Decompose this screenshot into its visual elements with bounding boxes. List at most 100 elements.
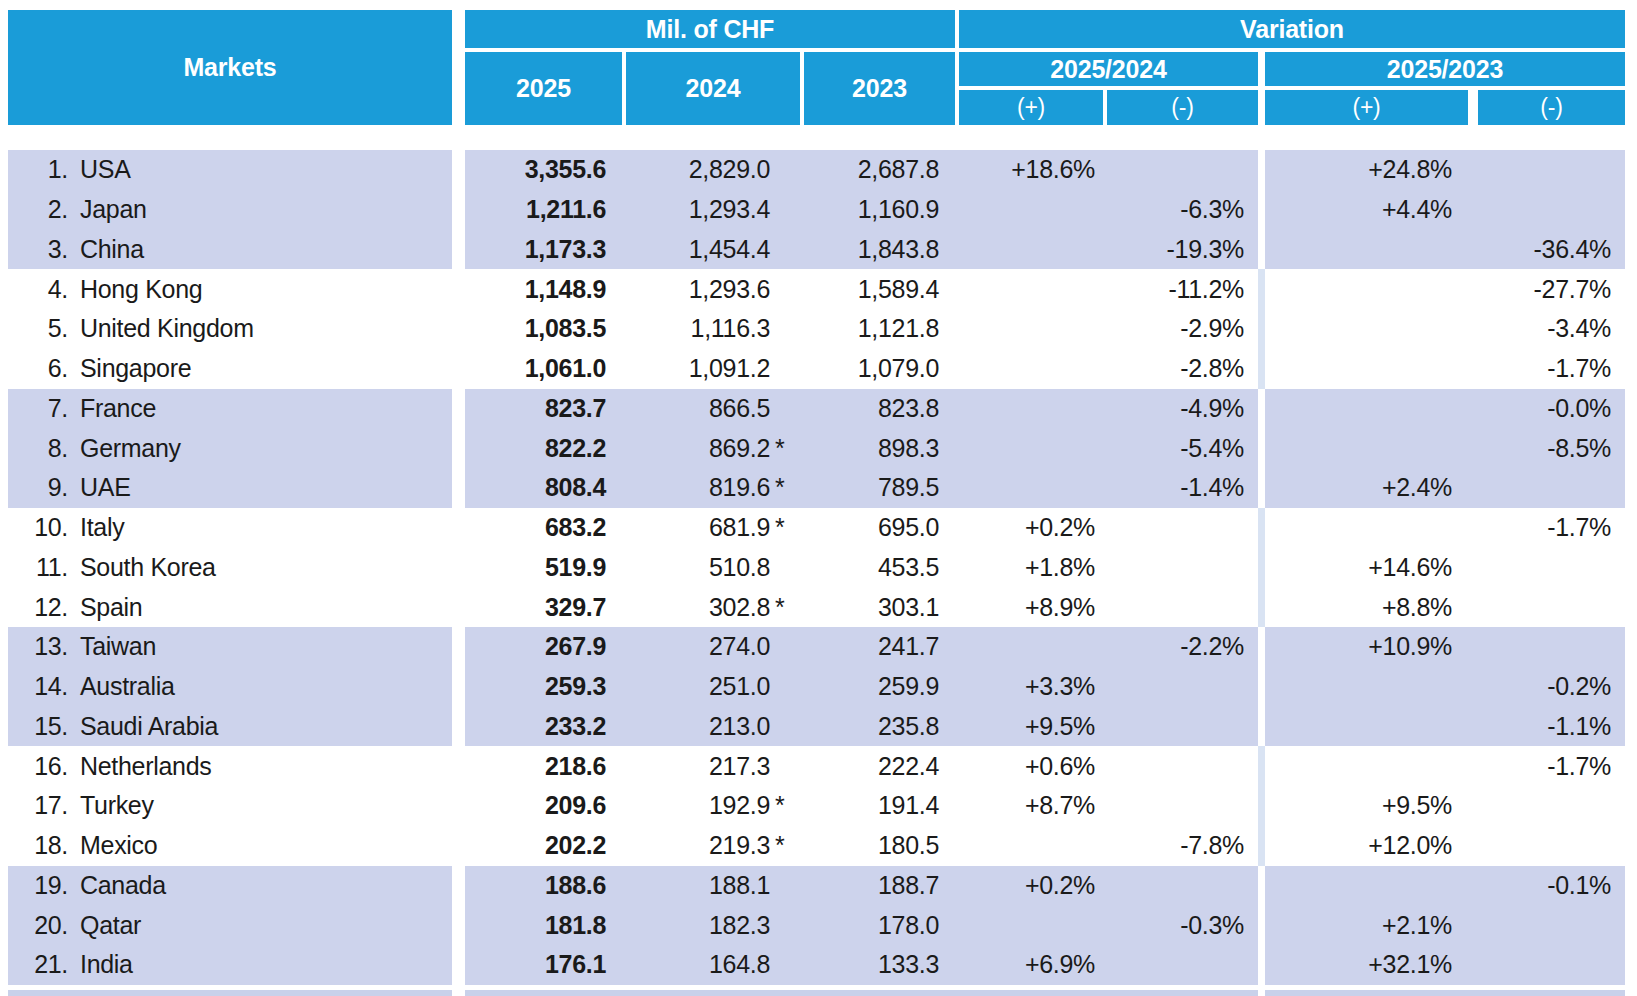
variation-2025-2023-plus: +2.4% (1265, 468, 1468, 508)
market-name: UAE (80, 473, 131, 502)
column-gap (452, 905, 465, 945)
table-bottom-edge (8, 990, 1625, 996)
market-cell: 13. Taiwan (8, 627, 452, 667)
variation-2025-2023-minus (1468, 468, 1625, 508)
group-separator (1258, 389, 1265, 429)
value-2024: 182.3 (622, 905, 800, 945)
market-name: Singapore (80, 354, 191, 383)
variation-2025-2024-minus: -2.8% (1103, 349, 1258, 389)
value-2024: 866.5 (622, 389, 800, 429)
table-row: 19. Canada 188.6 188.1 188.7 +0.2% -0.1% (8, 866, 1625, 906)
variation-2025-2024-minus (1103, 548, 1258, 588)
group-separator (1258, 627, 1265, 667)
variation-2025-2024-minus: -6.3% (1103, 190, 1258, 230)
market-cell: 14. Australia (8, 667, 452, 707)
group-separator (1258, 269, 1265, 309)
market-name: Hong Kong (80, 275, 202, 304)
group-separator (1258, 468, 1265, 508)
column-gap (452, 826, 465, 866)
variation-2025-2024-plus (955, 627, 1103, 667)
market-cell: 3. China (8, 230, 452, 270)
column-gap (452, 468, 465, 508)
group-separator (1258, 866, 1265, 906)
header-2025-2023-plus: (+) (1265, 90, 1468, 125)
variation-2025-2023-plus (1265, 389, 1468, 429)
market-name: Australia (80, 672, 175, 701)
market-name: Saudi Arabia (80, 712, 218, 741)
column-gap (452, 349, 465, 389)
variation-2025-2024-plus (955, 389, 1103, 429)
column-gap (452, 707, 465, 747)
variation-2025-2023-minus: -36.4% (1468, 230, 1625, 270)
variation-2025-2024-plus: +0.2% (955, 508, 1103, 548)
table-row: 17. Turkey 209.6 192.9* 191.4 +8.7% +9.5… (8, 786, 1625, 826)
variation-2025-2023-minus: -1.7% (1468, 349, 1625, 389)
value-2024-number: 819.6 (709, 473, 770, 502)
market-cell: 19. Canada (8, 866, 452, 906)
variation-2025-2024-plus (955, 190, 1103, 230)
market-name: Taiwan (80, 632, 156, 661)
market-name: Spain (80, 593, 142, 622)
market-cell: 16. Netherlands (8, 746, 452, 786)
bottom-edge-gap (452, 990, 465, 996)
value-2024-number: 192.9 (709, 791, 770, 820)
value-2024-number: 869.2 (709, 434, 770, 463)
value-2023: 1,843.8 (800, 230, 955, 270)
table-row: 13. Taiwan 267.9 274.0 241.7 -2.2% +10.9… (8, 627, 1625, 667)
variation-2025-2023-minus: -27.7% (1468, 269, 1625, 309)
bottom-edge-markets (8, 990, 452, 996)
market-name: Italy (80, 513, 124, 542)
column-gap (452, 428, 465, 468)
value-2025: 1,083.5 (465, 309, 622, 349)
value-2024: 213.0 (622, 707, 800, 747)
market-rank: 7. (22, 394, 68, 423)
variation-2025-2023-minus: -1.1% (1468, 707, 1625, 747)
market-name: South Korea (80, 553, 216, 582)
revised-asterisk: * (770, 791, 792, 820)
market-rank: 9. (22, 473, 68, 502)
header-group-2025-2024: 2025/2024 (959, 52, 1258, 86)
value-2024-number: 164.8 (709, 950, 770, 979)
variation-2025-2024-minus: -11.2% (1103, 269, 1258, 309)
variation-2025-2024-plus (955, 468, 1103, 508)
table-row: 21. India 176.1 164.8 133.3 +6.9% +32.1% (8, 945, 1625, 985)
variation-2025-2023-plus: +10.9% (1265, 627, 1468, 667)
variation-2025-2024-plus (955, 905, 1103, 945)
variation-2025-2023-plus (1265, 230, 1468, 270)
market-cell: 12. Spain (8, 587, 452, 627)
header-2025-2024-plus: (+) (959, 90, 1103, 125)
market-rank: 6. (22, 354, 68, 383)
table-row: 20. Qatar 181.8 182.3 178.0 -0.3% +2.1% (8, 905, 1625, 945)
variation-2025-2024-minus: -0.3% (1103, 905, 1258, 945)
value-2024-number: 217.3 (709, 752, 770, 781)
variation-2025-2023-minus: -0.2% (1468, 667, 1625, 707)
value-2025: 1,173.3 (465, 230, 622, 270)
variation-2025-2024-minus: -19.3% (1103, 230, 1258, 270)
variation-2025-2023-plus (1265, 349, 1468, 389)
group-separator (1258, 587, 1265, 627)
table-row: 14. Australia 259.3 251.0 259.9 +3.3% -0… (8, 667, 1625, 707)
variation-2025-2023-plus (1265, 508, 1468, 548)
header-group-2025-2023: 2025/2023 (1265, 52, 1625, 86)
market-cell: 4. Hong Kong (8, 269, 452, 309)
value-2023: 1,589.4 (800, 269, 955, 309)
header-2025-2024-minus: (-) (1107, 90, 1258, 125)
variation-2025-2024-plus (955, 269, 1103, 309)
market-cell: 17. Turkey (8, 786, 452, 826)
header-variation: Variation (959, 10, 1625, 48)
column-gap (452, 587, 465, 627)
value-2024: 1,091.2 (622, 349, 800, 389)
column-gap (452, 389, 465, 429)
variation-2025-2024-minus: -2.2% (1103, 627, 1258, 667)
value-2023: 1,079.0 (800, 349, 955, 389)
variation-2025-2023-plus: +12.0% (1265, 826, 1468, 866)
column-gap (452, 508, 465, 548)
market-rank: 18. (22, 831, 68, 860)
market-rank: 10. (22, 513, 68, 542)
market-cell: 20. Qatar (8, 905, 452, 945)
variation-2025-2023-plus: +32.1% (1265, 945, 1468, 985)
value-2025: 1,061.0 (465, 349, 622, 389)
column-gap (452, 190, 465, 230)
value-2024: 2,829.0 (622, 150, 800, 190)
group-separator (1258, 190, 1265, 230)
